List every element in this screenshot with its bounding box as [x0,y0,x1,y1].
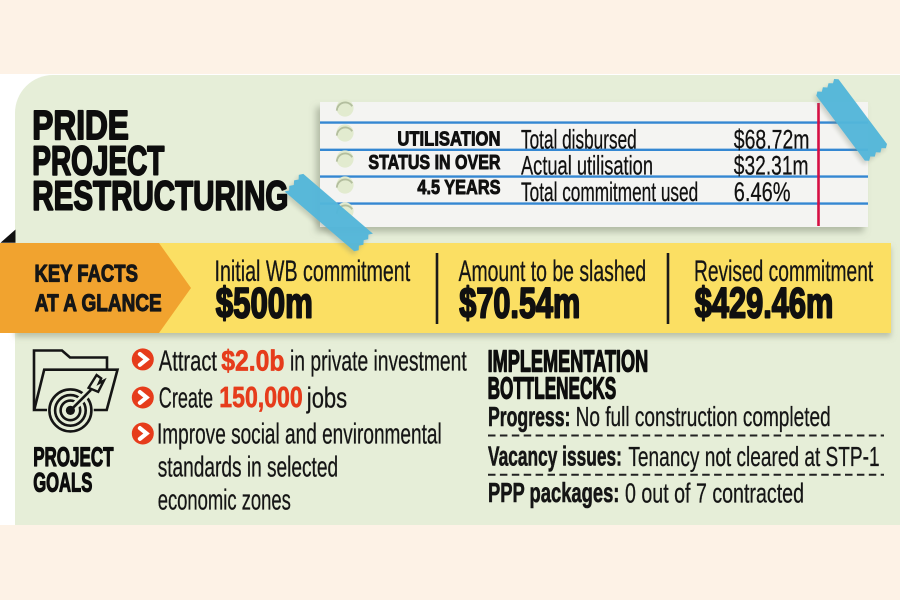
svg-text:standards in selected: standards in selected [158,452,338,484]
svg-text:jobs: jobs [306,382,347,414]
svg-text:Improve social and environment: Improve social and environmental [157,419,442,451]
svg-text:Actual utilisation: Actual utilisation [521,150,653,180]
svg-text:Attract: Attract [159,346,217,378]
svg-text:Create: Create [159,382,213,414]
svg-text:BOTTLENECKS: BOTTLENECKS [488,372,617,406]
svg-text:STATUS IN OVER: STATUS IN OVER [368,151,500,174]
svg-text:UTILISATION: UTILISATION [397,127,500,150]
svg-text:KEY FACTS: KEY FACTS [35,261,138,288]
svg-text:$70.54m: $70.54m [459,280,580,328]
svg-text:in private investment: in private investment [290,346,467,378]
svg-text:PROJECT: PROJECT [32,138,164,184]
svg-text:6.46%: 6.46% [734,177,791,207]
svg-text:PROJECT: PROJECT [33,442,114,472]
svg-text:Vacancy issues:: Vacancy issues: [488,441,622,472]
svg-text:AT A GLANCE: AT A GLANCE [35,290,162,317]
svg-text:RESTRUCTURING: RESTRUCTURING [32,173,288,219]
svg-text:$68.72m: $68.72m [734,124,810,154]
svg-text:$429.46m: $429.46m [695,280,834,328]
svg-text:0 out of 7 contracted: 0 out of 7 contracted [625,477,804,508]
svg-text:PPP packages:: PPP packages: [488,477,619,508]
svg-text:Tenancy not cleared at STP-1: Tenancy not cleared at STP-1 [628,441,879,472]
svg-text:Total commitment used: Total commitment used [521,177,698,207]
svg-text:$32.31m: $32.31m [734,150,809,180]
svg-text:$2.0b: $2.0b [221,345,284,377]
svg-text:GOALS: GOALS [33,468,92,498]
svg-text:Initial WB commitment: Initial WB commitment [215,255,411,288]
svg-text:150,000: 150,000 [219,382,302,414]
svg-text:Progress:: Progress: [488,401,570,432]
svg-text:PRIDE: PRIDE [32,102,129,148]
svg-text:IMPLEMENTATION: IMPLEMENTATION [488,345,649,379]
svg-text:No full construction completed: No full construction completed [576,401,831,432]
svg-text:Amount to be slashed: Amount to be slashed [459,255,647,288]
svg-text:Revised commitment: Revised commitment [694,255,874,288]
svg-text:4.5 YEARS: 4.5 YEARS [417,176,500,199]
svg-text:$500m: $500m [216,280,313,328]
svg-text:economic zones: economic zones [158,485,291,517]
svg-text:Total disbursed: Total disbursed [521,124,637,154]
